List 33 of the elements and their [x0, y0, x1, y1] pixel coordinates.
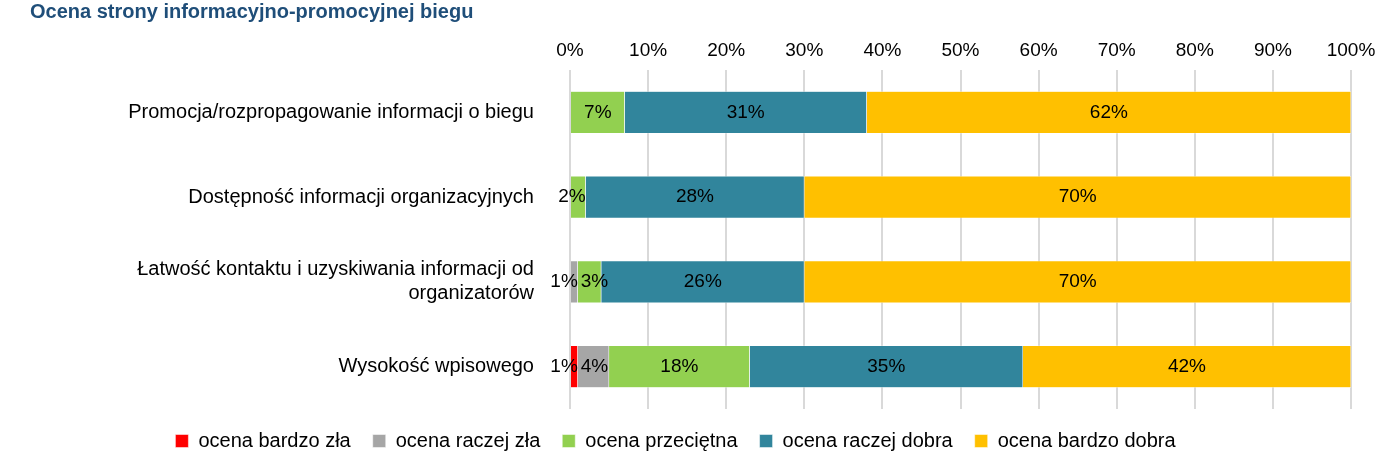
x-tick-label: 60% [1019, 38, 1058, 60]
x-tick-label: 0% [556, 38, 584, 60]
data-label: 70% [1058, 270, 1097, 292]
x-tick-label: 30% [785, 38, 824, 60]
y-tick-label: Łatwość kontaktu i uzyskiwania informacji od organizatorów [137, 257, 535, 304]
x-tick-label: 80% [1175, 38, 1214, 60]
data-label: 35% [867, 354, 906, 376]
data-label: 62% [1089, 100, 1129, 122]
data-label: 1% [550, 270, 578, 292]
x-tick-label: 10% [629, 38, 668, 60]
data-label: 26% [683, 270, 722, 292]
data-label: 42% [1167, 354, 1207, 376]
x-tick-label: 100% [1326, 38, 1376, 60]
x-tick-label: 40% [863, 38, 902, 60]
x-tick-label: 70% [1097, 38, 1136, 60]
text: Ocena strony informacyjno-promocyjnej biegu [29, 0, 475, 22]
x-tick-label: 90% [1253, 38, 1293, 60]
y-tick-label: Promocja/rozpropagowanie informacji o biegu [128, 99, 534, 122]
data-label: 31% [726, 100, 765, 122]
y-tick-label: Dostępność informacji organizacyjnych [188, 184, 534, 207]
legend-label: ocena raczej zła [395, 428, 542, 451]
y-tick-label: Wysokość wpisowego [338, 354, 534, 377]
legend-label: ocena bardzo dobra [997, 428, 1177, 451]
data-label: 28% [675, 185, 715, 207]
legend-label: ocena raczej dobra [782, 428, 954, 451]
x-tick-label: 50% [941, 38, 980, 60]
data-label: 4% [580, 354, 609, 376]
data-label: 18% [660, 354, 699, 376]
x-tick-label: 20% [707, 38, 746, 60]
data-label: 70% [1058, 185, 1097, 207]
data-label: 7% [584, 100, 612, 122]
legend-label: ocena bardzo zła [198, 428, 352, 451]
legend-label: ocena przeciętna [585, 428, 739, 451]
